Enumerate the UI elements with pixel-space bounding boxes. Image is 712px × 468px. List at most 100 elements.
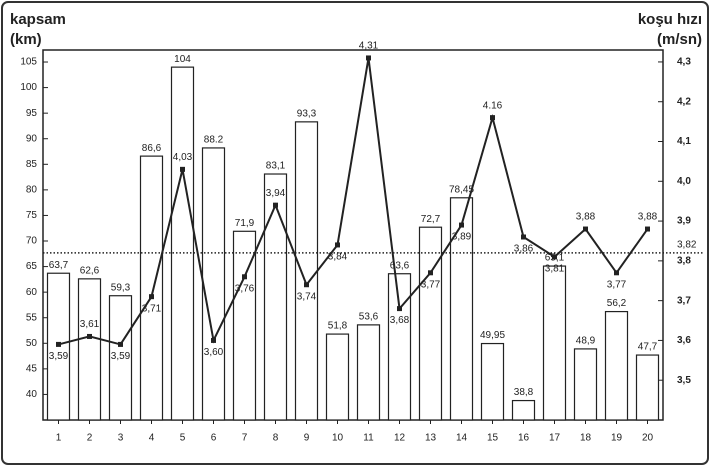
line-label: 3,86 (514, 244, 534, 255)
line-label: 4.16 (483, 100, 503, 111)
y-tick-label: 100 (20, 82, 37, 93)
line-point (335, 242, 340, 248)
y-tick-label: 45 (26, 364, 38, 375)
x-tick-label: 16 (518, 433, 530, 444)
x-tick-label: 11 (363, 433, 374, 444)
line-label: 3,84 (328, 252, 348, 263)
line-point (273, 202, 278, 208)
y-tick-label: 40 (26, 389, 38, 400)
x-tick-label: 14 (456, 433, 468, 444)
bar (170, 66, 195, 421)
y2-axis-title: (m/sn) (657, 31, 702, 48)
line-point (552, 254, 557, 260)
line-label: 3,74 (297, 291, 317, 302)
line-point (180, 166, 185, 172)
bar (635, 354, 660, 421)
bar-label: 48,9 (576, 336, 596, 347)
bar-label: 72,7 (421, 214, 441, 225)
y-tick-label: 60 (26, 287, 38, 298)
line-point (242, 274, 247, 280)
bar (294, 121, 319, 421)
line-point (521, 234, 526, 240)
bar-label: 83,1 (266, 161, 286, 172)
bar-label: 47,7 (638, 342, 658, 353)
x-tick-label: 7 (242, 433, 248, 444)
line-point (397, 306, 402, 312)
y2-tick-label: 4,1 (677, 136, 691, 147)
bar (263, 173, 288, 421)
line-label: 3,71 (142, 303, 162, 314)
y-tick-label: 50 (26, 338, 38, 349)
bar (139, 155, 164, 421)
y-axis-title: kapsam (10, 11, 66, 28)
x-tick-label: 9 (304, 433, 310, 444)
bar (604, 310, 629, 421)
y-tick-label: 80 (26, 185, 38, 196)
bar-label: 49,95 (480, 330, 505, 341)
y-tick-label: 90 (26, 133, 38, 144)
line-label: 4,31 (359, 41, 379, 52)
bar (511, 399, 536, 421)
bar-label: 78,45 (449, 184, 474, 195)
y-tick-label: 55 (26, 312, 38, 323)
x-tick-label: 8 (273, 433, 279, 444)
line-label: 3,59 (49, 351, 69, 362)
y-tick-label: 85 (26, 159, 38, 170)
x-tick-label: 2 (87, 433, 93, 444)
bar (232, 230, 257, 421)
bar (325, 333, 350, 421)
line-label: 3,81 (545, 264, 565, 275)
line-label: 3,88 (638, 212, 658, 223)
line-label: 3,88 (576, 212, 596, 223)
reference-label: 3,82 (677, 240, 697, 251)
bar-label: 51,8 (328, 321, 348, 332)
bar-label: 53,6 (359, 312, 379, 323)
x-tick-label: 10 (332, 433, 344, 444)
y-tick-label: 95 (26, 108, 38, 119)
line-point (87, 333, 92, 339)
line-label: 3,59 (111, 351, 131, 362)
line-point (118, 341, 123, 347)
y2-tick-label: 4,0 (677, 176, 691, 187)
line-point (366, 55, 371, 61)
bar (480, 342, 505, 421)
x-tick-label: 15 (487, 433, 499, 444)
x-tick-label: 1 (56, 433, 62, 444)
y-tick-label: 75 (26, 210, 38, 221)
x-tick-label: 17 (549, 433, 561, 444)
line-point (56, 341, 61, 347)
bar-label: 88.2 (204, 135, 224, 146)
x-tick-label: 19 (611, 433, 623, 444)
plot-frame (42, 49, 664, 421)
bar-label: 38,8 (514, 387, 534, 398)
line-label: 3,60 (204, 347, 224, 358)
bar-label: 104 (174, 54, 191, 65)
bar-label: 59,3 (111, 282, 131, 293)
line-point (304, 282, 309, 288)
x-tick-label: 12 (394, 433, 406, 444)
y-tick-label: 65 (26, 261, 38, 272)
bar (356, 324, 381, 421)
x-tick-label: 6 (211, 433, 217, 444)
line-point (614, 270, 619, 276)
line-point (583, 226, 588, 232)
line-label: 3,76 (235, 283, 255, 294)
line-point (428, 270, 433, 276)
line-label: 3,77 (421, 279, 441, 290)
x-tick-label: 20 (642, 433, 654, 444)
line-point (490, 115, 495, 121)
x-tick-label: 18 (580, 433, 592, 444)
x-tick-label: 3 (118, 433, 124, 444)
bar (573, 348, 598, 421)
line-point (645, 226, 650, 232)
line-point (211, 337, 216, 343)
bar-label: 63,7 (49, 260, 69, 271)
bar (77, 278, 102, 421)
bar-label: 93,3 (297, 108, 317, 119)
line-label: 4,03 (173, 152, 193, 163)
bar-label: 63,6 (390, 260, 410, 271)
line-label: 3,68 (390, 315, 410, 326)
line (58, 57, 649, 346)
